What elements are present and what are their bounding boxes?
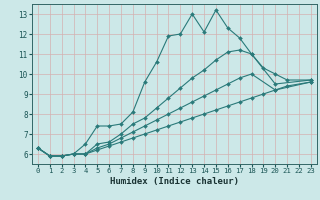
X-axis label: Humidex (Indice chaleur): Humidex (Indice chaleur) — [110, 177, 239, 186]
